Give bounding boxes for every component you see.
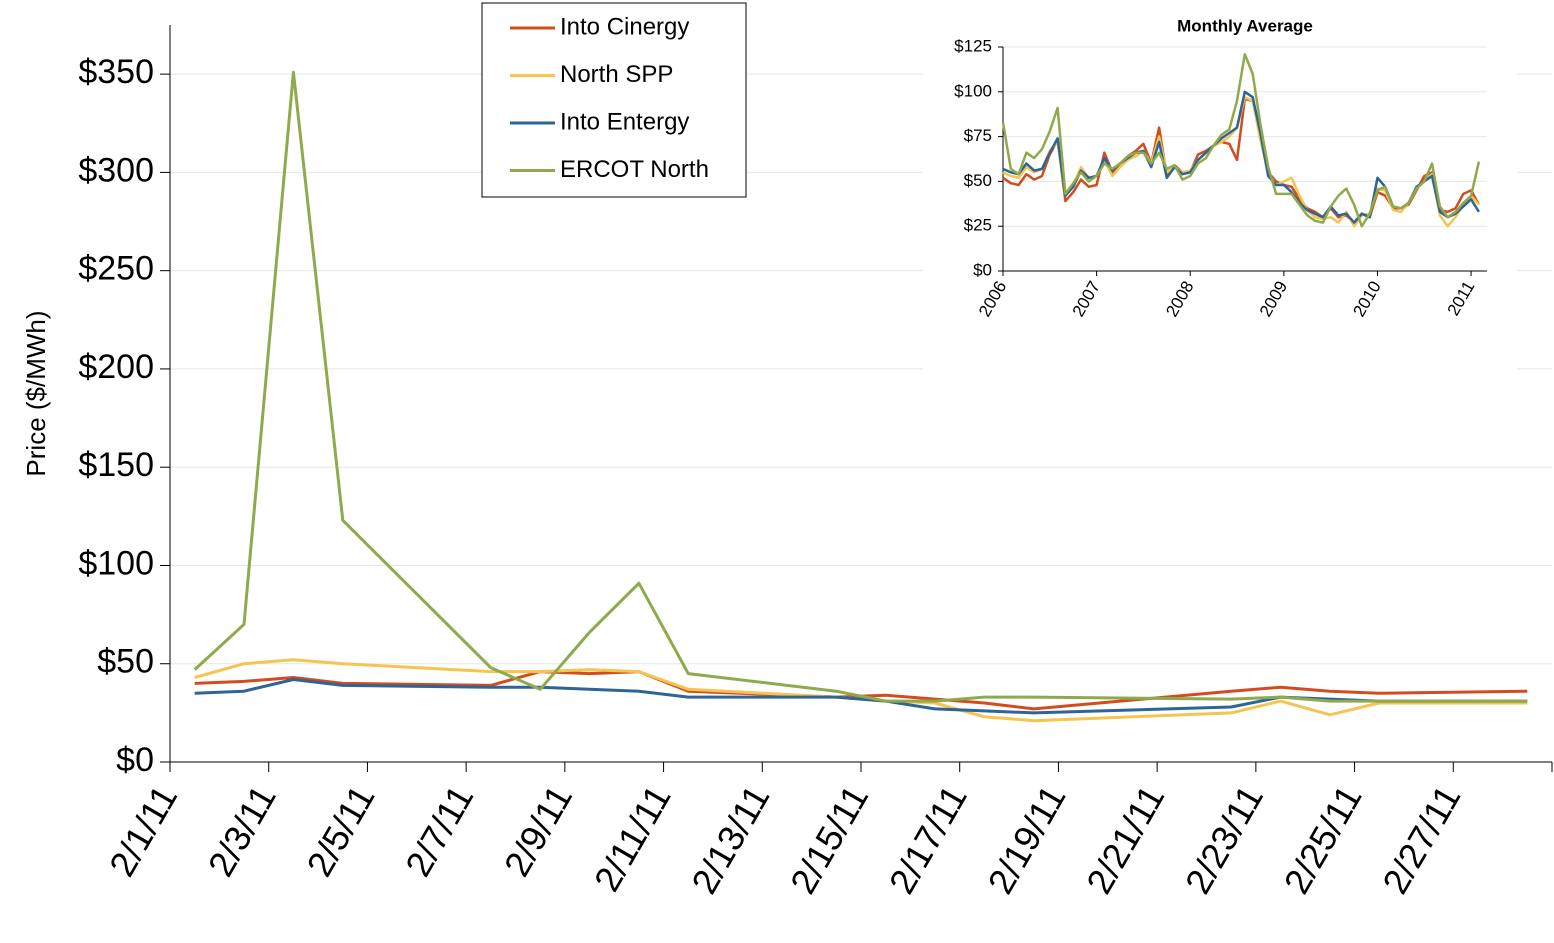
- x-tick-label: 2/19/11: [979, 778, 1073, 900]
- y-axis-label: Price ($/MWh): [21, 310, 51, 476]
- x-tick-label: 2/7/11: [397, 778, 481, 883]
- x-tick-label: 2/27/11: [1374, 778, 1468, 900]
- legend-label: Into Entergy: [560, 108, 689, 135]
- x-tick-label: 2/3/11: [200, 778, 284, 883]
- y-tick-label: $300: [78, 151, 154, 189]
- y-tick-label: $100: [78, 544, 154, 582]
- y-tick-label: $125: [954, 36, 992, 55]
- x-tick-label: 2/23/11: [1177, 778, 1271, 900]
- x-tick-label: 2/17/11: [881, 778, 975, 900]
- x-tick-label: 2/1/11: [101, 778, 185, 883]
- legend-label: Into Cinergy: [560, 13, 689, 40]
- x-tick-label: 2/25/11: [1276, 778, 1370, 900]
- x-tick-label: 2/13/11: [683, 778, 777, 900]
- y-tick-label: $25: [964, 216, 992, 235]
- series-line: [193, 70, 1528, 703]
- x-tick-label: 2/15/11: [782, 778, 876, 900]
- y-tick-label: $200: [78, 348, 154, 386]
- series-line: [1001, 52, 1481, 228]
- x-tick-label: 2/9/11: [496, 778, 580, 883]
- y-tick-label: $50: [97, 643, 154, 681]
- legend-label: ERCOT North: [560, 156, 709, 183]
- legend-box: [481, 2, 747, 198]
- chart-title: Monthly Average: [1177, 16, 1313, 35]
- inset-background: [923, 5, 1517, 380]
- y-tick-label: $0: [973, 260, 992, 279]
- y-tick-label: $0: [116, 741, 154, 779]
- y-tick-label: $250: [78, 250, 154, 288]
- x-tick-label: 2/5/11: [298, 778, 382, 883]
- series-line: [194, 670, 1528, 711]
- y-tick-label: $50: [964, 171, 992, 190]
- y-tick-label: $100: [954, 81, 992, 100]
- legend: Into Cinergy North SPP Into Entergy ERCOT N…: [481, 2, 747, 198]
- y-tick-label: $75: [964, 126, 992, 145]
- legend-label: North SPP: [560, 61, 673, 88]
- y-tick-label: $150: [78, 446, 154, 484]
- x-tick-label: 2/21/11: [1078, 778, 1172, 900]
- x-tick-label: 2/11/11: [586, 778, 679, 898]
- y-tick-label: $350: [78, 53, 154, 91]
